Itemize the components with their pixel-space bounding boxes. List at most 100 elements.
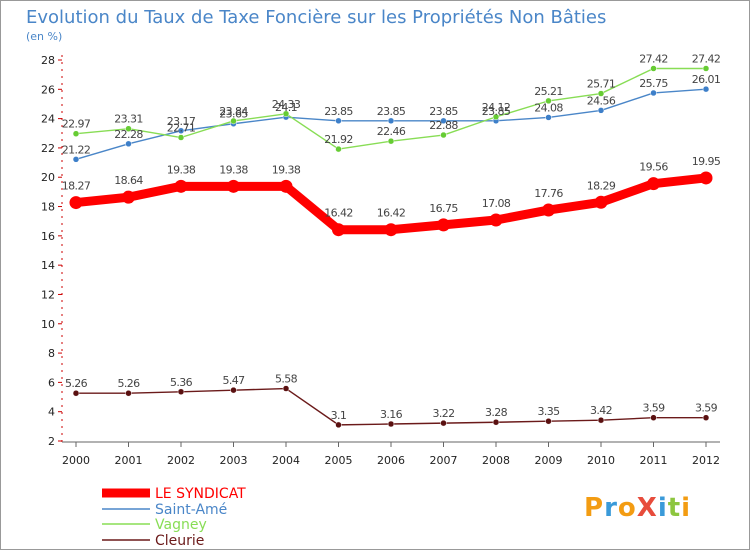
- data-point: [230, 386, 237, 394]
- data-label: 19.95: [692, 155, 721, 168]
- y-tick-label: 2: [48, 435, 55, 448]
- data-point: [230, 117, 237, 125]
- plot-area: [69, 65, 713, 429]
- data-label: 22.28: [114, 128, 143, 141]
- data-label: 19.38: [219, 163, 248, 176]
- x-tick-label: 2003: [220, 454, 248, 467]
- data-point: [227, 179, 240, 193]
- data-label: 16.42: [377, 207, 406, 220]
- data-label: 27.42: [639, 52, 668, 65]
- data-label: 23.85: [377, 105, 406, 118]
- data-point: [387, 117, 395, 125]
- data-point: [492, 418, 500, 426]
- data-label: 5.58: [275, 373, 298, 386]
- series-cleurie: [72, 385, 710, 429]
- data-point: [545, 97, 552, 105]
- data-point: [545, 114, 552, 121]
- legend-label-vagney: Vagney: [155, 517, 207, 533]
- proxiti-logo: ProXiti: [584, 493, 691, 523]
- y-tick-label: 22: [41, 142, 55, 155]
- x-tick-label: 2012: [692, 454, 720, 467]
- y-tick-label: 6: [48, 376, 55, 389]
- data-label: 24.33: [272, 98, 301, 111]
- y-tick-label: 18: [41, 201, 55, 214]
- data-point: [69, 196, 83, 210]
- y-tick-label: 4: [48, 406, 55, 419]
- x-tick-label: 2009: [535, 454, 563, 467]
- x-tick-label: 2007: [430, 454, 458, 467]
- data-label: 23.31: [114, 113, 143, 126]
- data-label: 18.64: [114, 174, 143, 187]
- data-point: [702, 65, 710, 72]
- data-label: 3.1: [331, 409, 347, 422]
- data-point: [72, 156, 80, 163]
- data-label: 23.85: [324, 105, 353, 118]
- data-point: [177, 388, 185, 396]
- x-tick-label: 2004: [272, 454, 300, 467]
- data-point: [492, 113, 500, 121]
- logo-text: ProXiti: [584, 493, 691, 523]
- data-point: [542, 203, 555, 217]
- data-label: 3.59: [695, 402, 718, 415]
- data-point: [650, 65, 657, 72]
- y-tick-label: 26: [41, 83, 55, 96]
- data-label: 23.17: [167, 115, 196, 128]
- data-point: [384, 223, 398, 237]
- data-point: [489, 213, 503, 227]
- data-label: 18.29: [587, 179, 616, 192]
- y-tick-label: 28: [41, 54, 55, 67]
- chart-title: Evolution du Taux de Taxe Foncière sur l…: [26, 7, 606, 28]
- data-label: 21.92: [324, 133, 353, 146]
- data-label: 3.16: [380, 408, 403, 421]
- data-label: 26.01: [692, 73, 721, 86]
- data-point: [594, 195, 608, 209]
- data-label: 19.38: [272, 163, 301, 176]
- data-label: 22.88: [429, 119, 458, 132]
- data-point: [597, 416, 605, 424]
- x-tick-label: 2001: [115, 454, 143, 467]
- x-tick-label: 2002: [167, 454, 195, 467]
- data-label: 3.28: [485, 406, 508, 419]
- x-tick-label: 2000: [62, 454, 90, 467]
- x-tick-label: 2006: [377, 454, 405, 467]
- data-label: 23.84: [219, 105, 248, 118]
- data-point: [650, 414, 657, 421]
- data-label: 18.27: [62, 180, 91, 193]
- data-point: [72, 130, 80, 137]
- data-label: 22.46: [377, 125, 406, 138]
- data-point: [702, 414, 710, 421]
- data-point: [335, 421, 342, 429]
- data-point: [332, 223, 345, 237]
- data-point: [335, 117, 342, 125]
- data-point: [702, 85, 710, 93]
- x-tick-label: 2008: [482, 454, 510, 467]
- data-label: 5.26: [65, 377, 88, 390]
- y-tick-label: 14: [41, 259, 55, 272]
- data-point: [282, 110, 290, 118]
- data-point: [597, 90, 605, 97]
- y-tick-label: 20: [41, 171, 55, 184]
- x-tick-label: 2010: [587, 454, 615, 467]
- data-label: 27.42: [692, 52, 721, 65]
- series-vagney: [72, 65, 710, 153]
- data-point: [72, 389, 80, 397]
- data-label: 23.85: [482, 105, 511, 118]
- data-point: [177, 134, 185, 141]
- x-tick-label: 2005: [325, 454, 353, 467]
- data-label: 23.85: [429, 105, 458, 118]
- chart-subtitle: (en %): [26, 30, 62, 43]
- data-point: [647, 177, 660, 191]
- legend-label-saint-ame: Saint-Amé: [155, 502, 227, 518]
- data-label: 16.42: [324, 207, 353, 220]
- y-tick-label: 16: [41, 230, 55, 243]
- data-label: 22.97: [62, 118, 91, 131]
- data-label: 17.08: [482, 197, 511, 210]
- data-point: [440, 419, 447, 427]
- data-label: 25.71: [587, 78, 616, 91]
- x-axis: 2000 2001 2002 2003 2004 2005 2006 2007 2008 2009…: [62, 442, 720, 467]
- series-le-syndicat: [69, 171, 713, 237]
- data-point: [650, 89, 657, 97]
- data-point: [545, 417, 552, 425]
- data-label: 25.21: [534, 85, 563, 98]
